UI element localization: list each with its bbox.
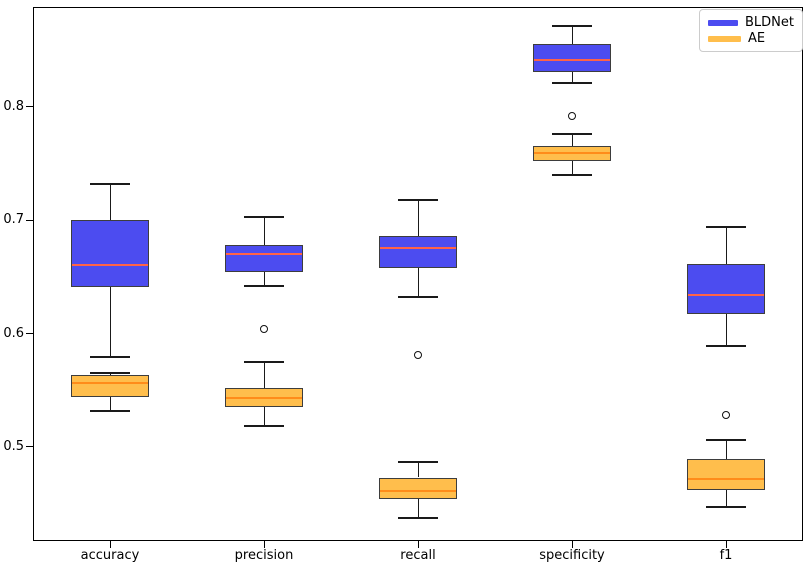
box xyxy=(687,459,765,490)
box xyxy=(225,245,303,273)
whisker-upper xyxy=(263,361,265,388)
x-tick-label: f1 xyxy=(719,548,733,563)
y-tick-label: 0.5 xyxy=(3,438,24,454)
whisker-lower xyxy=(263,407,265,427)
box xyxy=(71,220,149,288)
median-line xyxy=(688,477,764,480)
whisker-cap-lower xyxy=(706,505,746,508)
whisker-cap-upper xyxy=(90,372,130,375)
y-tick-label: 0.6 xyxy=(3,325,24,341)
x-tick-label: recall xyxy=(400,548,436,563)
whisker-cap-lower xyxy=(552,173,592,176)
box xyxy=(533,44,611,72)
whisker-cap-lower xyxy=(244,425,284,428)
whisker-lower xyxy=(571,161,573,175)
whisker-lower xyxy=(109,287,111,358)
median-line xyxy=(226,397,302,400)
whisker-upper xyxy=(263,216,265,246)
whisker-lower xyxy=(725,314,727,346)
y-tick-mark xyxy=(26,106,33,108)
y-tick-mark xyxy=(26,219,33,221)
y-tick-mark xyxy=(26,446,33,448)
whisker-cap-lower xyxy=(398,296,438,299)
legend-label-ae: AE xyxy=(748,31,766,46)
median-line xyxy=(534,152,610,155)
whisker-lower xyxy=(417,499,419,519)
y-tick-label: 0.8 xyxy=(3,98,24,114)
median-line xyxy=(534,59,610,62)
x-tick-mark xyxy=(571,541,573,548)
whisker-cap-upper xyxy=(706,439,746,442)
box xyxy=(379,477,457,500)
outlier-point xyxy=(260,324,268,333)
whisker-upper xyxy=(571,133,573,147)
box xyxy=(687,264,765,315)
whisker-cap-upper xyxy=(706,225,746,228)
whisker-upper xyxy=(725,226,727,265)
box xyxy=(379,236,457,268)
whisker-upper xyxy=(109,183,111,221)
x-tick-mark xyxy=(417,541,419,548)
box xyxy=(71,375,149,397)
legend-item-bldnet: BLDNet xyxy=(708,15,794,31)
whisker-upper xyxy=(417,199,419,236)
whisker-cap-upper xyxy=(398,460,438,463)
y-tick-label: 0.7 xyxy=(3,212,24,228)
whisker-lower xyxy=(725,489,727,507)
legend-label-bldnet: BLDNet xyxy=(745,15,794,30)
whisker-cap-upper xyxy=(552,132,592,135)
outlier-point xyxy=(722,411,730,420)
whisker-upper xyxy=(725,440,727,460)
whisker-cap-lower xyxy=(90,356,130,359)
whisker-cap-lower xyxy=(398,517,438,520)
ae-color-swatch xyxy=(708,36,741,42)
whisker-lower xyxy=(109,397,111,411)
x-tick-mark xyxy=(263,541,265,548)
x-tick-label: accuracy xyxy=(80,548,140,563)
whisker-upper xyxy=(109,373,111,376)
legend: BLDNet AE xyxy=(699,9,803,52)
whisker-cap-lower xyxy=(706,344,746,347)
x-tick-label: precision xyxy=(234,548,294,563)
whisker-cap-upper xyxy=(552,25,592,28)
median-line xyxy=(380,490,456,493)
whisker-cap-upper xyxy=(90,182,130,185)
whisker-cap-lower xyxy=(552,81,592,84)
whisker-cap-upper xyxy=(244,360,284,363)
y-tick-mark xyxy=(26,333,33,335)
legend-item-ae: AE xyxy=(708,31,794,47)
x-tick-mark xyxy=(725,541,727,548)
whisker-cap-upper xyxy=(244,215,284,218)
whisker-lower xyxy=(417,267,419,298)
outlier-point xyxy=(414,351,422,360)
median-line xyxy=(380,247,456,250)
outlier-point xyxy=(568,111,576,120)
x-tick-mark xyxy=(109,541,111,548)
median-line xyxy=(226,253,302,256)
whisker-upper xyxy=(571,26,573,45)
whisker-lower xyxy=(571,71,573,83)
whisker-cap-lower xyxy=(244,284,284,287)
whisker-upper xyxy=(417,461,419,478)
median-line xyxy=(72,382,148,385)
whisker-lower xyxy=(263,272,265,286)
median-line xyxy=(688,293,764,296)
median-line xyxy=(72,264,148,267)
whisker-cap-upper xyxy=(398,198,438,201)
whisker-cap-lower xyxy=(90,409,130,412)
bldnet-color-swatch xyxy=(708,20,738,26)
x-tick-label: specificity xyxy=(539,548,605,563)
